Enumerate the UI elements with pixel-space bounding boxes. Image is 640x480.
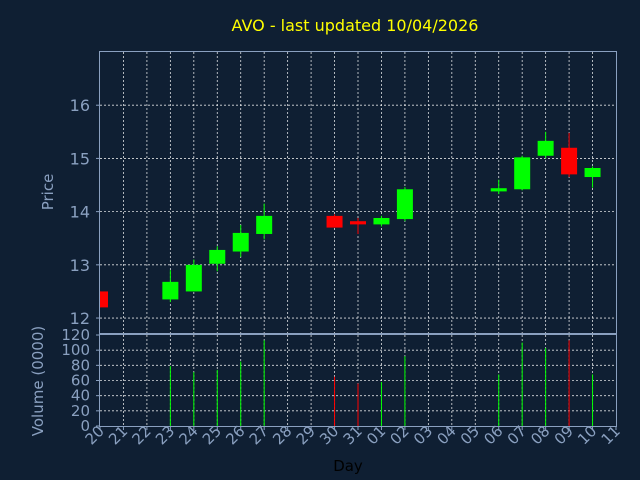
- volume-tick-label: 80: [71, 356, 90, 374]
- candle-body: [584, 167, 601, 178]
- price-tick-label: 14: [70, 203, 90, 222]
- price-tick-label: 15: [70, 149, 90, 168]
- candle-body: [561, 147, 578, 175]
- candle-body: [514, 157, 531, 190]
- price-y-ticks: 12 13 14 15 16: [70, 96, 100, 328]
- candle-body: [100, 291, 108, 308]
- candle-body: [232, 232, 249, 252]
- candle-body: [373, 218, 390, 225]
- price-tick-label: 16: [70, 96, 90, 115]
- candle-body: [396, 189, 413, 220]
- volume-tick-label: 20: [71, 402, 90, 420]
- candle-body: [162, 281, 179, 300]
- price-axis-label: Price: [39, 174, 57, 211]
- volume-tick-label: 0: [80, 417, 90, 435]
- volume-bars: [169, 340, 594, 426]
- volume-tick-label: 60: [71, 372, 90, 390]
- price-panel: 12 13 14 15 16 Price: [39, 51, 617, 334]
- price-tick-label: 12: [70, 309, 90, 328]
- volume-tick-label: 40: [71, 387, 90, 405]
- candle-body: [350, 221, 366, 225]
- chart-title: AVO - last updated 10/04/2026: [232, 16, 479, 35]
- volume-tick-label: 120: [61, 326, 90, 344]
- candle-body: [209, 249, 226, 264]
- volume-tick-label: 100: [61, 341, 90, 359]
- x-axis-label: Day: [333, 457, 363, 475]
- candle-body: [185, 264, 202, 292]
- candle-body: [326, 215, 343, 228]
- volume-axis-label: Volume (0000): [29, 326, 47, 436]
- x-axis-ticks: 2021222324252627282930310102030405060708…: [82, 422, 624, 448]
- price-panel-frame: [99, 51, 617, 334]
- price-tick-label: 13: [70, 256, 90, 275]
- candle-body: [256, 215, 273, 234]
- candle-body: [490, 188, 507, 192]
- price-candles: [99, 131, 601, 308]
- candle-body: [537, 140, 554, 156]
